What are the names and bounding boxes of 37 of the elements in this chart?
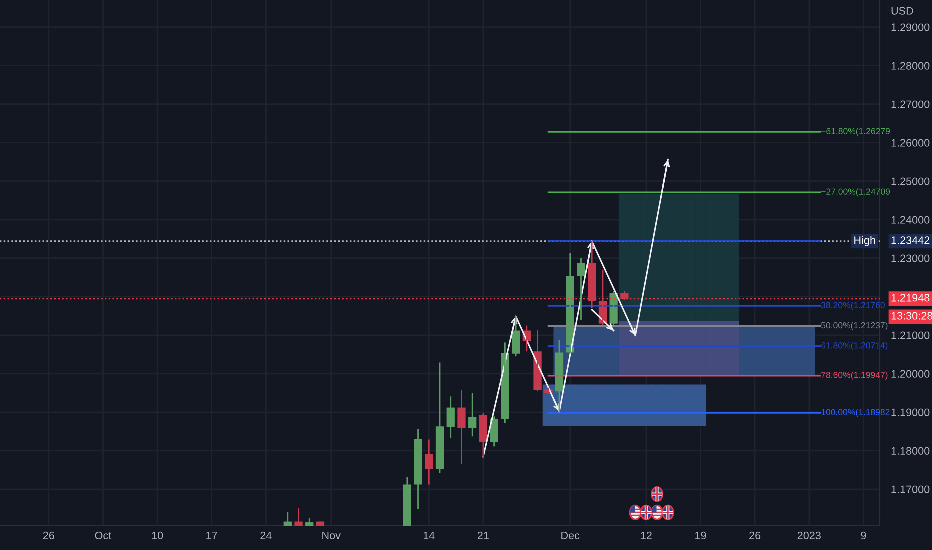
- ref-line-label: 1.21948: [892, 294, 930, 302]
- x-tick-label: 10: [152, 532, 164, 540]
- x-tick-label: Nov: [322, 532, 341, 540]
- y-axis-title: USD: [892, 7, 914, 15]
- y-tick-label: 1.17000: [892, 486, 930, 494]
- series-label: 38.20%(1.21760: [821, 302, 885, 310]
- x-tick-label: Dec: [562, 532, 580, 540]
- y-tick-label: 1.24000: [892, 216, 930, 224]
- x-tick-label: 21: [478, 532, 489, 540]
- y-tick-label: 1.21000: [892, 332, 930, 340]
- y-tick-label: 1.23000: [892, 254, 930, 262]
- series-label: −27.00%(1.24709: [822, 188, 890, 197]
- y-tick-label: 1.18000: [892, 447, 930, 455]
- series-label: −61.80%(1.26279: [822, 128, 890, 136]
- annotation: High: [854, 236, 876, 246]
- x-tick-label: 12: [641, 532, 652, 540]
- y-tick-label: 1.20000: [892, 370, 930, 378]
- x-tick-label: 14: [424, 532, 435, 540]
- x-tick-label: 26: [43, 532, 54, 540]
- x-tick-label: 19: [696, 532, 706, 540]
- x-tick-label: Oct: [95, 532, 112, 540]
- y-tick-label: 1.27000: [892, 100, 930, 108]
- y-tick-label: 1.28000: [892, 62, 930, 70]
- y-tick-label: 1.26000: [892, 139, 930, 147]
- x-tick-label: 24: [260, 532, 272, 540]
- x-tick-label: 9: [861, 532, 866, 540]
- y-tick-label: 1.19000: [892, 408, 930, 416]
- series-label: 100.00%(1.18982: [822, 409, 890, 418]
- series-label: 61.80%(1.20714): [822, 342, 888, 350]
- x-tick-label: 26: [750, 532, 761, 540]
- x-tick-label: 17: [206, 532, 218, 540]
- series-label: 78.60%(1.19947): [822, 372, 888, 380]
- ref-line-label: 1.23442: [892, 236, 930, 244]
- y-tick-label: 1.25000: [892, 178, 930, 186]
- x-tick-label: 2023: [798, 532, 821, 540]
- series-label: 50.00%(1.21237): [821, 322, 888, 330]
- y-tick-label: 1.29000: [892, 24, 930, 32]
